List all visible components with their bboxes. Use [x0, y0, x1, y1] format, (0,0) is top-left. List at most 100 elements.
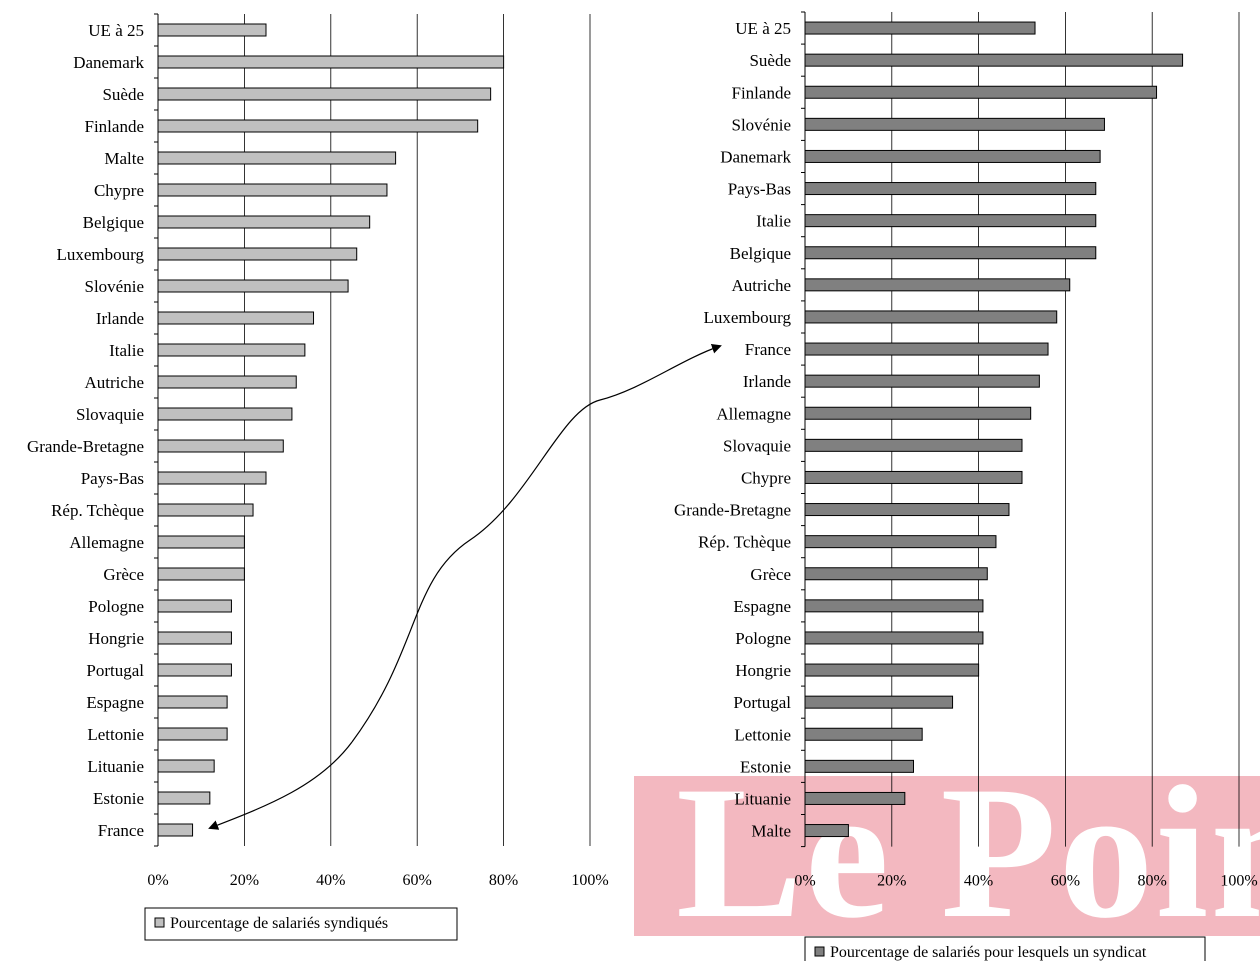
category-label: Grande-Bretagne	[674, 501, 791, 520]
bar	[804, 599, 984, 613]
bar	[157, 119, 479, 133]
category-label: France	[98, 821, 144, 840]
x-tick-label: 20%	[230, 872, 259, 889]
bar	[804, 21, 1036, 35]
bar	[157, 343, 306, 357]
bar	[157, 279, 349, 293]
category-label: Grèce	[103, 565, 144, 584]
category-label: Italie	[756, 212, 791, 231]
left-chart: UE à 25 Danemark Suède Finlande Malte Chypre B…	[27, 13, 609, 941]
x-tick-label: 20%	[877, 873, 906, 890]
category-label: Portugal	[733, 693, 791, 712]
bar	[157, 407, 293, 421]
category-label: Allemagne	[69, 533, 144, 552]
x-tick-label: 0%	[794, 873, 815, 890]
category-label: Malte	[751, 822, 791, 841]
bar	[157, 183, 388, 197]
category-label: Portugal	[86, 661, 144, 680]
bar	[804, 374, 1040, 388]
bar	[804, 182, 1097, 196]
category-label: Slovénie	[732, 115, 792, 134]
category-label: Danemark	[720, 147, 791, 166]
bar	[804, 727, 923, 741]
bar	[157, 695, 228, 709]
bar	[804, 535, 997, 549]
bar	[157, 151, 397, 165]
bar	[804, 631, 984, 645]
bar	[804, 759, 914, 773]
category-label: Finlande	[85, 117, 145, 136]
category-label: Autriche	[732, 276, 791, 295]
connector-arrow	[208, 741, 353, 830]
bar	[157, 599, 232, 613]
bar	[157, 791, 211, 805]
category-label: Lituanie	[87, 757, 144, 776]
x-tick-label: 80%	[1138, 873, 1167, 890]
category-label: UE à 25	[88, 21, 144, 40]
bar	[157, 247, 358, 261]
category-label: Autriche	[85, 373, 144, 392]
category-label: Belgique	[83, 213, 144, 232]
category-label: Irlande	[96, 309, 144, 328]
category-label: France	[745, 340, 791, 359]
bar	[157, 55, 505, 69]
category-label: Danemark	[73, 53, 144, 72]
bar	[804, 85, 1158, 99]
category-label: Suède	[749, 51, 791, 70]
bar	[804, 791, 906, 805]
x-tick-label: 60%	[403, 872, 432, 889]
category-label: Estonie	[93, 789, 144, 808]
category-label: Pays-Bas	[728, 180, 791, 199]
category-label: Lettonie	[734, 725, 791, 744]
bar	[804, 342, 1049, 356]
category-label: UE à 25	[735, 19, 791, 38]
category-label: Luxembourg	[703, 308, 791, 327]
bar	[804, 567, 988, 581]
bar	[804, 406, 1032, 420]
bar	[804, 246, 1097, 260]
bar	[157, 727, 228, 741]
bar	[157, 87, 492, 101]
bar	[804, 663, 980, 677]
x-tick-label: 80%	[489, 872, 518, 889]
category-label: Pologne	[88, 597, 144, 616]
bar	[804, 470, 1023, 484]
category-label: Chypre	[94, 181, 144, 200]
bar	[804, 117, 1105, 131]
x-tick-label: 100%	[571, 872, 608, 889]
bar	[157, 503, 254, 517]
category-label: Espagne	[86, 693, 144, 712]
bar	[157, 471, 267, 485]
category-label: Pays-Bas	[81, 469, 144, 488]
bar	[804, 824, 849, 838]
bar	[804, 214, 1097, 228]
category-label: Hongrie	[735, 661, 791, 680]
watermark-logo: Le Point.	[634, 776, 1260, 936]
bar	[157, 375, 297, 389]
watermark-text: Le Point.	[676, 776, 1260, 936]
category-label: Suède	[102, 85, 144, 104]
category-label: Slovaquie	[723, 436, 791, 455]
category-label: Hongrie	[88, 629, 144, 648]
category-label: Pologne	[735, 629, 791, 648]
bar	[157, 663, 232, 677]
category-label: Luxembourg	[56, 245, 144, 264]
legend-box	[144, 907, 458, 941]
bar	[157, 215, 371, 229]
bar	[804, 695, 954, 709]
category-label: Chypre	[741, 468, 791, 487]
category-label: Lettonie	[87, 725, 144, 744]
legend-box	[804, 936, 1206, 961]
bar	[804, 503, 1010, 517]
category-label: Italie	[109, 341, 144, 360]
legend-swatch	[814, 946, 825, 957]
category-label: Allemagne	[716, 404, 791, 423]
bar	[157, 823, 194, 837]
x-tick-label: 60%	[1051, 873, 1080, 890]
legend-label: Pourcentage de salariés pour lesquels un…	[830, 944, 1147, 961]
bar	[157, 23, 267, 37]
category-label: Estonie	[740, 757, 791, 776]
bar	[804, 149, 1101, 163]
right-chart: UE à 25 Suède Finlande Slovénie Danemark Pays…	[674, 11, 1258, 961]
